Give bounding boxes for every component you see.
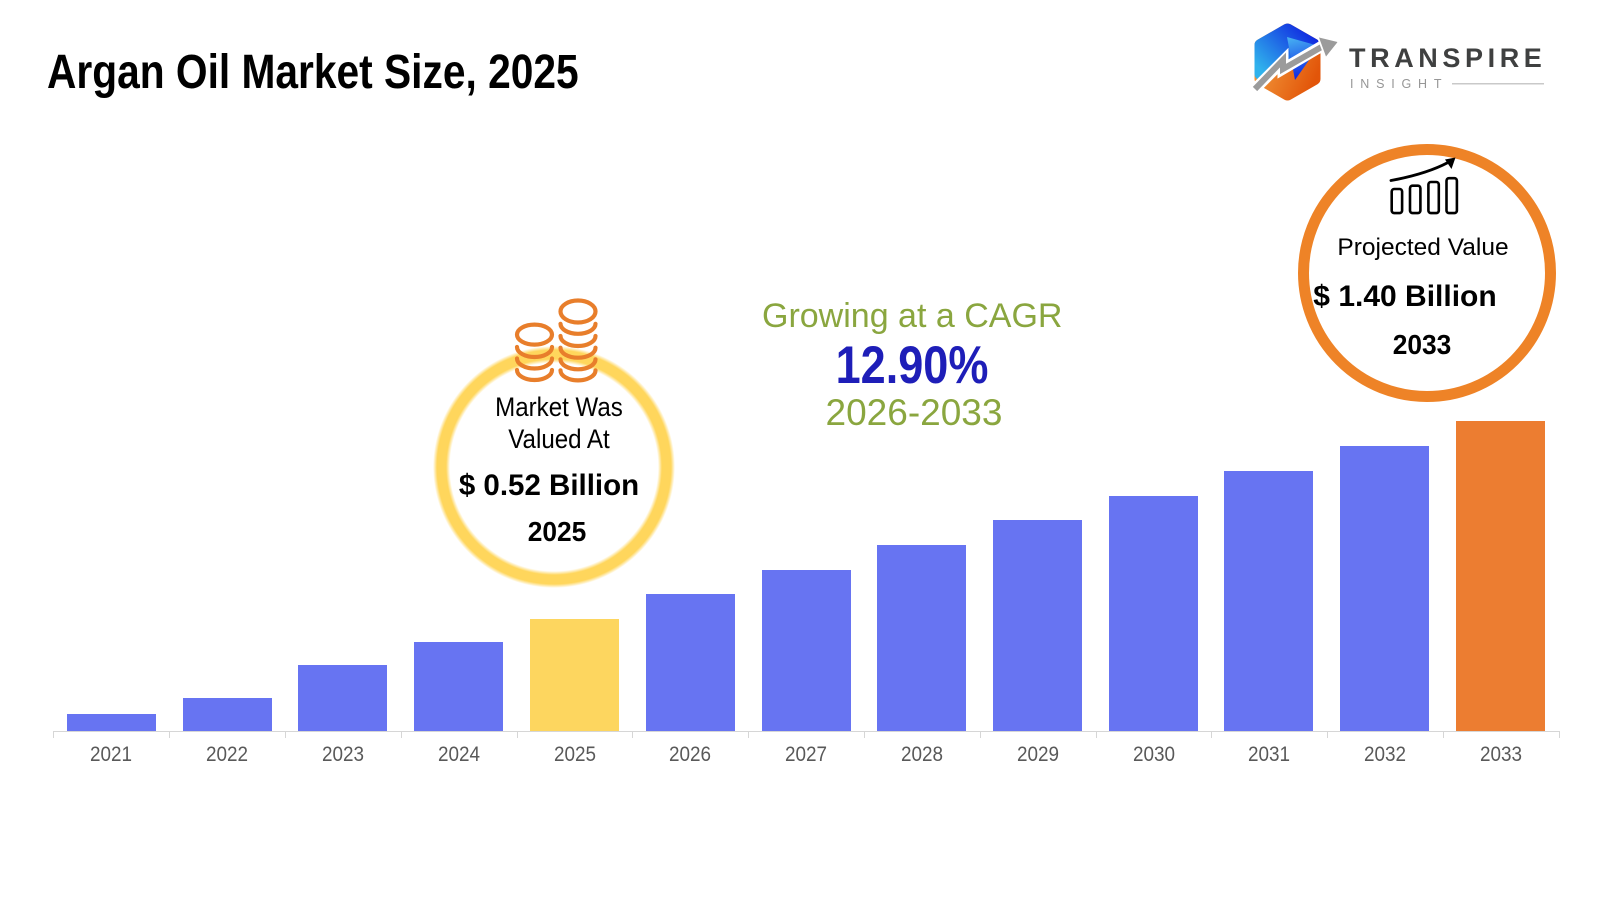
svg-text:TRANSPIRE: TRANSPIRE (1349, 43, 1546, 73)
svg-text:INSIGHT: INSIGHT (1350, 77, 1448, 91)
